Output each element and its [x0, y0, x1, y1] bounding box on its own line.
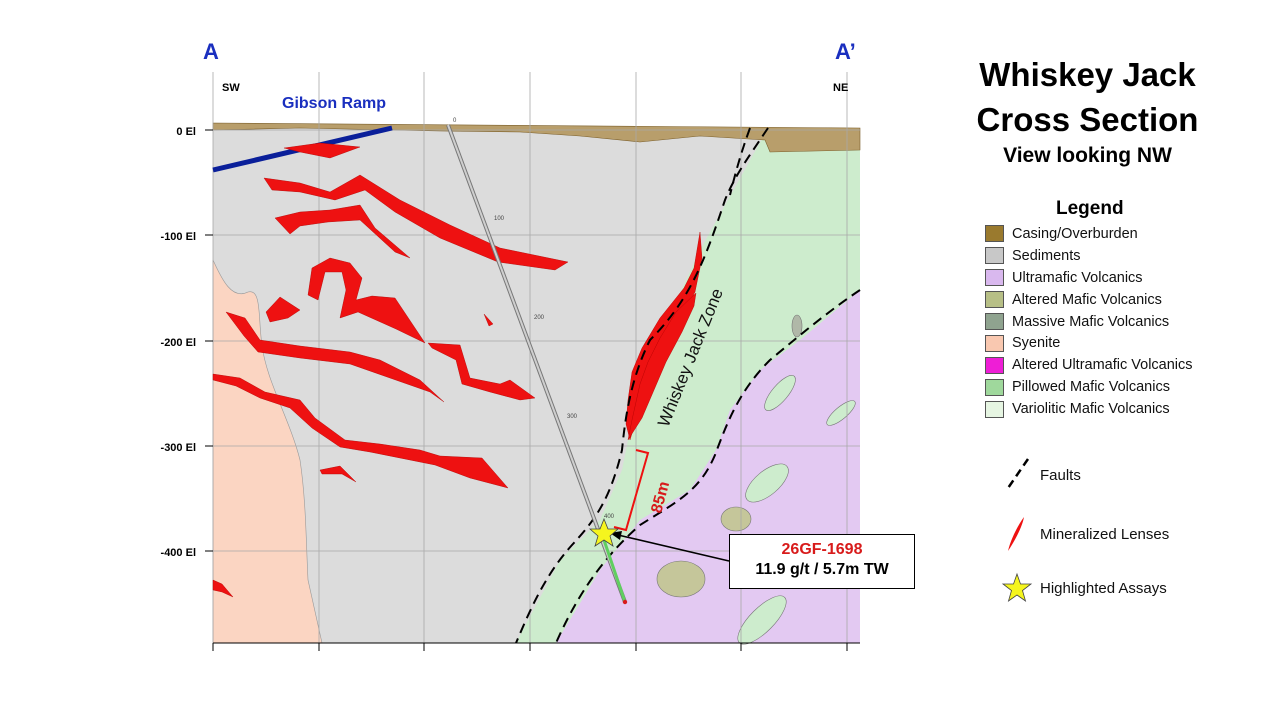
legend-swatch [985, 291, 1004, 309]
variolitic-inclusion [764, 375, 796, 411]
legend-swatch [985, 378, 1004, 396]
mineralized-lens [212, 373, 509, 489]
mineralized-lens [627, 292, 697, 441]
direction-ne: NE [833, 82, 848, 94]
elevation-label: -300 El [161, 442, 196, 454]
mineralized-lens [225, 311, 445, 403]
fault-line [515, 127, 769, 644]
legend-label: Syenite [1012, 335, 1061, 352]
title-line-2: Cross Section [976, 101, 1199, 138]
elevation-label: -100 El [161, 231, 196, 243]
svg-text:400: 400 [604, 514, 615, 520]
mineralized-lens [265, 296, 301, 323]
svg-text:0: 0 [453, 118, 457, 124]
drill-hole-mineralized-interval [602, 539, 627, 603]
direction-sw: SW [222, 82, 240, 94]
legend-item: Altered Ultramafic Volcanics [985, 354, 1225, 376]
mineralized-lens [307, 257, 426, 344]
legend-swatch [985, 356, 1004, 374]
legend-item: Pillowed Mafic Volcanics [985, 376, 1225, 398]
legend-item: Variolitic Mafic Volcanics [985, 398, 1225, 420]
legend-item: Ultramafic Volcanics [985, 267, 1225, 289]
legend-item: Casing/Overburden [985, 223, 1225, 245]
legend-swatch [985, 334, 1004, 352]
legend-item: Sediments [985, 245, 1225, 267]
subtitle: View looking NW [1003, 144, 1172, 167]
callout-arrow [617, 534, 730, 562]
faults-label: Faults [1040, 466, 1081, 484]
hole-depth-labels: 0 100 200 300 400 [453, 118, 615, 520]
legend-swatch [985, 400, 1004, 418]
assay-callout: 26GF-1698 11.9 g/t / 5.7m TW [729, 534, 915, 589]
mineralized-lens [319, 465, 357, 483]
legend-label: Massive Mafic Volcanics [1012, 313, 1170, 330]
legend-swatch [985, 225, 1004, 243]
syenite-unit [212, 259, 323, 644]
highlighted-assay-star [588, 517, 620, 547]
fault-line [555, 289, 861, 644]
callout-hole-id: 26GF-1698 [781, 541, 863, 558]
assays-label: Highlighted Assays [1040, 579, 1167, 597]
legend-faults: Faults [1000, 455, 1081, 495]
drill-hole-end [622, 599, 628, 605]
svg-text:100: 100 [494, 216, 505, 222]
section-endpoint-a-prime: A’ [835, 39, 856, 64]
legend-swatch [985, 313, 1004, 330]
legend-label: Altered Ultramafic Volcanics [1012, 357, 1193, 374]
gibson-ramp-label: Gibson Ramp [282, 95, 386, 112]
legend-assays: Highlighted Assays [1000, 568, 1167, 608]
svg-text:200: 200 [534, 315, 545, 321]
elevation-label: -200 El [161, 337, 196, 349]
altered-mafic-inclusion [720, 506, 752, 532]
legend-item: Altered Mafic Volcanics [985, 289, 1225, 311]
legend-label: Casing/Overburden [1012, 225, 1138, 242]
legend-label: Altered Mafic Volcanics [1012, 291, 1162, 308]
svg-text:300: 300 [567, 414, 578, 420]
legend-title: Legend [1056, 198, 1124, 219]
mineralized-lens [427, 342, 536, 401]
legend-item: Syenite [985, 332, 1225, 354]
legend-item: Massive Mafic Volcanics [985, 311, 1225, 333]
mineralized-lens [283, 142, 361, 159]
lenses-label: Mineralized Lenses [1040, 525, 1170, 543]
fault-line [729, 127, 751, 196]
elevation-label: -400 El [161, 547, 196, 559]
elevation-label: 0 El [176, 126, 196, 138]
altered-mafic-inclusion [656, 560, 706, 598]
callout-assay: 11.9 g/t / 5.7m TW [755, 561, 889, 578]
legend-swatch [985, 269, 1004, 287]
variolitic-inclusion [826, 400, 856, 426]
legend: Legend Casing/Overburden Sediments Ultra… [985, 198, 1225, 420]
variolitic-inclusion [745, 463, 789, 503]
drill-hole-core [447, 124, 626, 603]
mineralized-lens [274, 204, 411, 259]
fault-symbol-icon [1004, 458, 1030, 492]
interval-bracket [613, 449, 650, 532]
mineralized-lens [483, 313, 494, 327]
bottom-ticks [212, 643, 848, 651]
legend-label: Ultramafic Volcanics [1012, 269, 1143, 286]
star-icon [1001, 572, 1033, 602]
legend-label: Pillowed Mafic Volcanics [1012, 379, 1170, 396]
mineralized-lens [212, 579, 234, 598]
legend-label: Variolitic Mafic Volcanics [1012, 401, 1170, 418]
mineralized-lens-icon [1008, 517, 1024, 551]
legend-lenses: Mineralized Lenses [1000, 514, 1169, 554]
title-block: Whiskey Jack Cross Section View looking … [930, 52, 1245, 170]
title-line-1: Whiskey Jack [979, 56, 1196, 93]
elevation-ticks [205, 129, 213, 552]
massive-mafic-inclusion [791, 314, 803, 338]
legend-label: Sediments [1012, 247, 1081, 264]
legend-swatch [985, 247, 1004, 265]
section-endpoint-a: A [203, 39, 219, 64]
